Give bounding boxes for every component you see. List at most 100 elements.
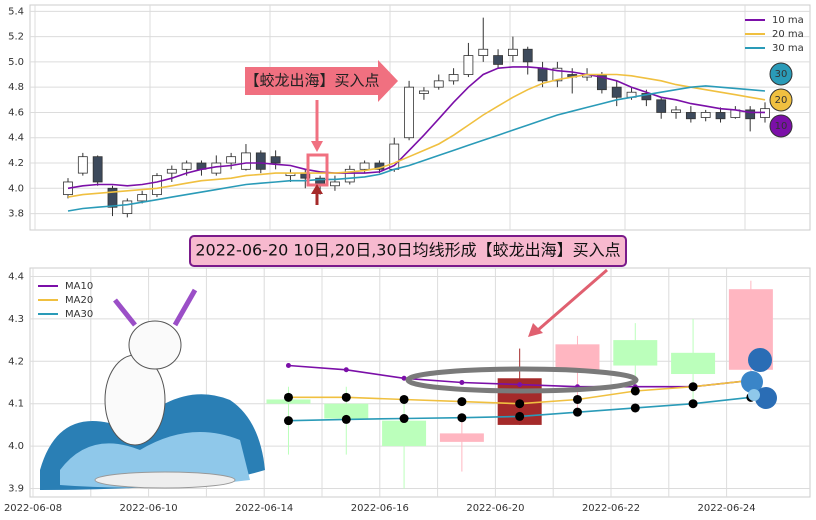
ma-marker xyxy=(341,392,351,402)
candle-body xyxy=(419,90,429,94)
candle-body xyxy=(330,181,340,187)
end-badge-label: 10 xyxy=(775,121,788,132)
chart-title: 2022-06-20 10日,20日,30日均线形成【蛟龙出海】买入点 xyxy=(195,241,620,260)
ma-marker xyxy=(283,392,293,402)
candle-body xyxy=(715,112,726,120)
y-tick-label: 4.4 xyxy=(8,271,24,282)
dragon xyxy=(741,348,777,409)
ma-marker xyxy=(515,399,525,409)
ma-marker xyxy=(515,411,525,421)
candle-body xyxy=(344,168,355,183)
candle-body xyxy=(700,112,711,118)
candle-body xyxy=(137,194,148,202)
y-tick-label: 3.8 xyxy=(8,209,24,220)
y-tick-label: 4.4 xyxy=(8,133,24,144)
candle-body xyxy=(448,74,459,82)
ma-line xyxy=(67,73,766,198)
x-tick-label: 2022-06-24 xyxy=(698,503,756,514)
candle-body xyxy=(671,352,716,375)
candle-body xyxy=(522,48,533,63)
candle-body xyxy=(671,109,681,113)
y-tick-label: 5.0 xyxy=(8,57,24,68)
pointer xyxy=(537,268,608,332)
ma-line xyxy=(67,66,765,190)
ma-marker xyxy=(285,363,291,369)
candle-body xyxy=(493,55,503,65)
candle-body xyxy=(745,109,756,120)
x-tick-label: 2022-06-14 xyxy=(235,503,293,514)
ma-marker xyxy=(399,394,409,404)
annotation: 【蛟龙出海】买入点 xyxy=(244,72,379,90)
ma-marker xyxy=(630,403,640,413)
ma-marker xyxy=(688,382,698,392)
candle-body xyxy=(181,162,192,170)
candle-body xyxy=(613,340,658,366)
candle-body xyxy=(92,156,103,183)
up-arrow-head xyxy=(311,184,323,194)
ma-marker xyxy=(399,414,409,424)
ma-marker xyxy=(630,386,640,396)
ma-marker xyxy=(688,399,698,409)
ma-line xyxy=(67,85,766,212)
legend-label: 30 ma xyxy=(772,43,804,54)
x-tick-label: 2022-06-08 xyxy=(4,503,62,514)
candle-body xyxy=(555,344,600,370)
candle-body xyxy=(226,156,237,164)
y-tick-label: 5.2 xyxy=(8,32,24,43)
candle-body xyxy=(152,175,162,196)
candle-body xyxy=(537,67,548,82)
ma-marker xyxy=(459,380,465,385)
ma-marker xyxy=(517,382,523,388)
y-tick-label: 4.1 xyxy=(8,399,24,410)
y-tick-label: 4.8 xyxy=(8,82,24,93)
y-tick-label: 4.0 xyxy=(8,183,24,194)
ma-marker xyxy=(572,407,582,417)
candle-body xyxy=(685,112,696,120)
y-tick-label: 4.2 xyxy=(8,356,24,367)
pointer-head xyxy=(528,323,543,337)
candle-body xyxy=(166,168,177,174)
candle-body xyxy=(641,93,652,101)
legend-label: 10 ma xyxy=(772,15,804,26)
y-tick-label: 4.0 xyxy=(8,441,24,452)
highlight-ellipse xyxy=(405,366,639,394)
legend-label: MA20 xyxy=(65,295,93,306)
end-badge xyxy=(769,88,793,112)
ma-marker xyxy=(572,394,582,404)
plot-layer: 3.8 4.0 4.2 4.4 4.6 4.8 5.0 5.2 5.4 10 10 ma 20 20 m… xyxy=(4,6,810,514)
candle-body xyxy=(463,55,474,75)
candle-body xyxy=(433,80,444,88)
candle-body xyxy=(611,86,622,98)
pointer-head xyxy=(311,141,323,152)
candle-body xyxy=(404,86,414,139)
ma-marker xyxy=(283,416,293,426)
y-tick-label: 3.9 xyxy=(8,484,24,495)
x-tick-label: 2022-06-20 xyxy=(466,503,524,514)
surfing-dog xyxy=(40,288,265,490)
y-tick-label: 4.3 xyxy=(8,314,24,325)
ma-marker xyxy=(401,375,407,381)
candle-body xyxy=(324,403,369,419)
y-tick-label: 4.6 xyxy=(8,107,24,118)
legend-label: 20 ma xyxy=(772,29,804,40)
candle-body xyxy=(122,200,133,214)
candle-body xyxy=(270,156,281,164)
candle-body xyxy=(382,420,427,447)
end-badge-label: 20 xyxy=(775,95,788,106)
candle-body xyxy=(552,67,563,82)
candle-body xyxy=(507,48,518,56)
candle-body xyxy=(255,152,266,170)
ma-marker xyxy=(457,397,467,407)
x-tick-label: 2022-06-16 xyxy=(351,503,409,514)
candle-body xyxy=(107,187,118,208)
annotation-arrow xyxy=(245,60,398,102)
end-badge xyxy=(769,62,793,86)
candle-body xyxy=(478,48,489,56)
banner xyxy=(189,235,627,267)
legend-label: MA10 xyxy=(65,281,93,292)
candle-body xyxy=(656,99,667,113)
x-tick-label: 2022-06-10 xyxy=(120,503,178,514)
candle-body xyxy=(241,152,251,170)
